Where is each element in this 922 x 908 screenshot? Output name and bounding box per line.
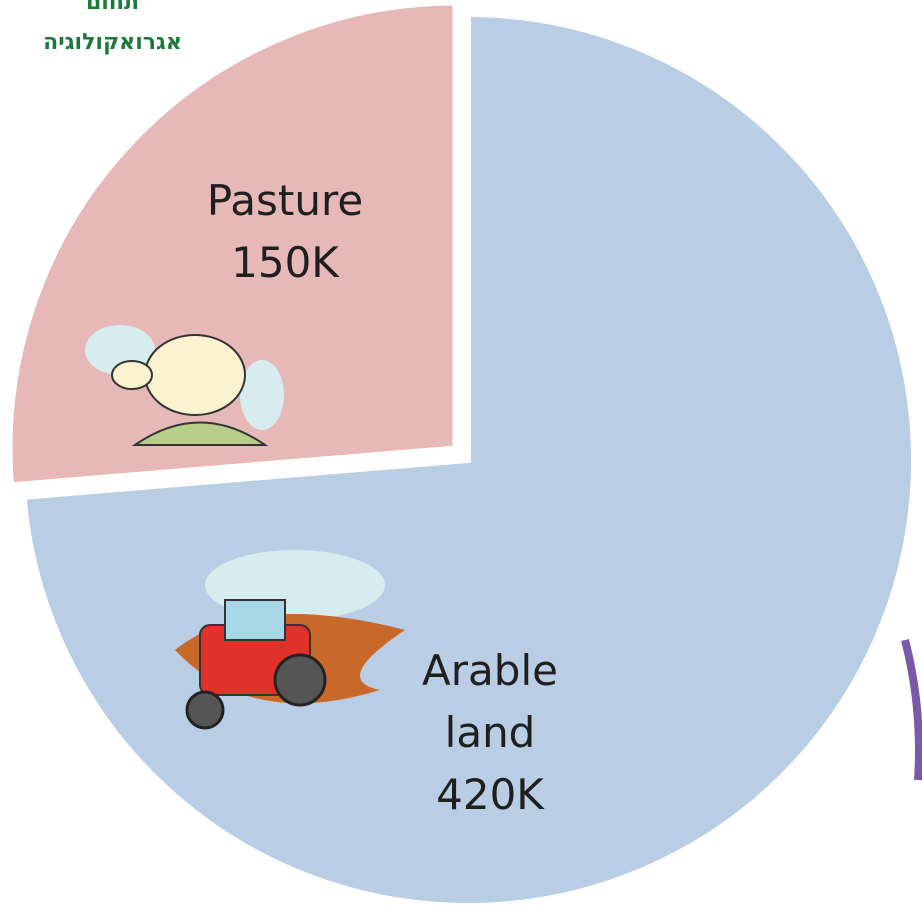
tractor-cab	[224, 599, 286, 641]
hill	[131, 421, 269, 446]
slice-label: Arable land 420K	[405, 640, 575, 826]
tractor-clipart	[175, 550, 405, 730]
sheep-head	[111, 360, 153, 390]
category-label: Arable land	[422, 646, 558, 757]
category-label: Pasture	[206, 176, 364, 225]
wheel	[273, 653, 327, 707]
value-label: 150K	[231, 238, 339, 287]
sheep-body	[144, 334, 246, 416]
annotation: תחום	[85, 0, 139, 15]
decor-arc	[901, 639, 922, 781]
wheel	[185, 690, 225, 730]
cloud	[240, 360, 284, 430]
value-label: 420K	[436, 770, 544, 819]
slice-label: Pasture 150K	[195, 170, 375, 294]
annotation: אגרואקולוגיה	[43, 30, 182, 55]
sheep-clipart	[85, 325, 284, 446]
